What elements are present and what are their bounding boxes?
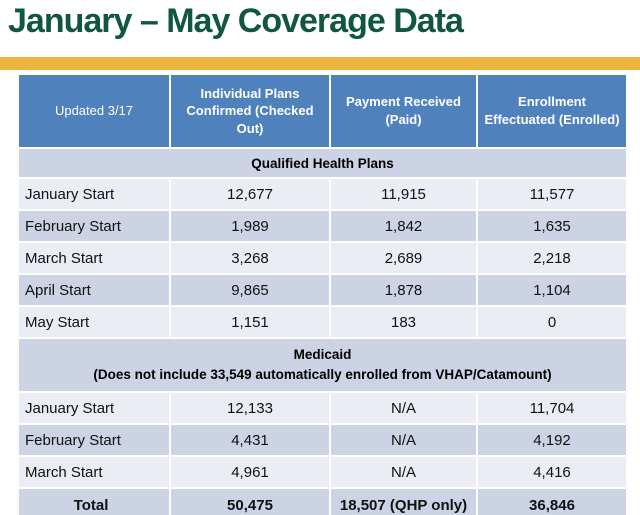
row-label: February Start [19, 211, 169, 241]
cell-paid: N/A [331, 457, 476, 487]
cell-confirmed: 12,133 [171, 393, 329, 423]
cell-paid: 1,878 [331, 275, 476, 305]
table-row: April Start 9,865 1,878 1,104 [19, 275, 626, 305]
column-header-confirmed: Individual Plans Confirmed (Checked Out) [171, 75, 329, 147]
table-row: May Start 1,151 183 0 [19, 307, 626, 337]
section-heading: Medicaid [293, 346, 352, 362]
table-row: February Start 1,989 1,842 1,635 [19, 211, 626, 241]
updated-label: Updated 3/17 [19, 75, 169, 147]
cell-enrolled: 2,218 [478, 243, 626, 273]
column-header-enrolled: Enrollment Effectuated (Enrolled) [478, 75, 626, 147]
cell-enrolled: 11,577 [478, 179, 626, 209]
header-row: Updated 3/17 Individual Plans Confirmed … [19, 75, 626, 147]
row-label: March Start [19, 243, 169, 273]
cell-confirmed: 9,865 [171, 275, 329, 305]
row-label: January Start [19, 179, 169, 209]
row-label: February Start [19, 425, 169, 455]
table-row: January Start 12,677 11,915 11,577 [19, 179, 626, 209]
cell-enrolled: 1,104 [478, 275, 626, 305]
cell-confirmed: 3,268 [171, 243, 329, 273]
section-heading: Qualified Health Plans [19, 149, 626, 177]
total-confirmed: 50,475 [171, 489, 329, 515]
page-title: January – May Coverage Data [8, 2, 464, 40]
cell-confirmed: 1,151 [171, 307, 329, 337]
cell-enrolled: 11,704 [478, 393, 626, 423]
total-enrolled: 36,846 [478, 489, 626, 515]
cell-paid: N/A [331, 425, 476, 455]
cell-paid: 1,842 [331, 211, 476, 241]
cell-paid: 2,689 [331, 243, 476, 273]
table-row: March Start 4,961 N/A 4,416 [19, 457, 626, 487]
table-row: February Start 4,431 N/A 4,192 [19, 425, 626, 455]
table-row: March Start 3,268 2,689 2,218 [19, 243, 626, 273]
section-header-qhp: Qualified Health Plans [19, 149, 626, 177]
cell-confirmed: 1,989 [171, 211, 329, 241]
cell-enrolled: 4,192 [478, 425, 626, 455]
cell-enrolled: 0 [478, 307, 626, 337]
row-label: March Start [19, 457, 169, 487]
cell-enrolled: 1,635 [478, 211, 626, 241]
total-row: Total 50,475 18,507 (QHP only) 36,846 [19, 489, 626, 515]
coverage-table: Updated 3/17 Individual Plans Confirmed … [17, 73, 628, 515]
cell-confirmed: 4,961 [171, 457, 329, 487]
row-label: May Start [19, 307, 169, 337]
total-paid: 18,507 (QHP only) [331, 489, 476, 515]
cell-confirmed: 4,431 [171, 425, 329, 455]
row-label: January Start [19, 393, 169, 423]
table-row: January Start 12,133 N/A 11,704 [19, 393, 626, 423]
cell-confirmed: 12,677 [171, 179, 329, 209]
accent-bar [0, 57, 640, 70]
row-label: April Start [19, 275, 169, 305]
cell-paid: 11,915 [331, 179, 476, 209]
section-subheading: (Does not include 33,549 automatically e… [93, 367, 552, 382]
column-header-paid: Payment Received (Paid) [331, 75, 476, 147]
cell-paid: N/A [331, 393, 476, 423]
section-header-medicaid: Medicaid (Does not include 33,549 automa… [19, 339, 626, 391]
total-label: Total [19, 489, 169, 515]
cell-paid: 183 [331, 307, 476, 337]
cell-enrolled: 4,416 [478, 457, 626, 487]
